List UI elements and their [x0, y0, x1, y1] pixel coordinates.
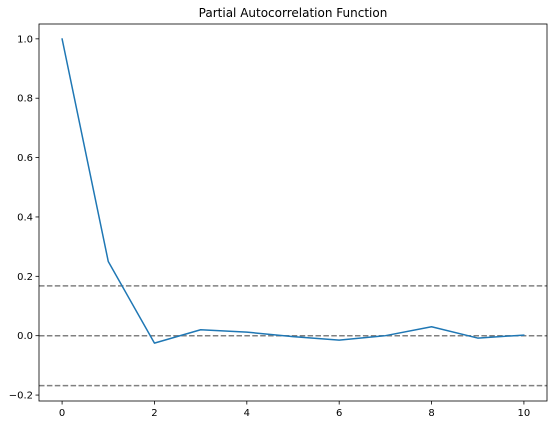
- x-tick-label: 4: [244, 408, 250, 419]
- chart-title: Partial Autocorrelation Function: [199, 6, 388, 20]
- y-tick-label: −0.2: [9, 391, 33, 402]
- y-tick-label: 0.6: [17, 153, 33, 164]
- y-tick-label: 0.2: [17, 272, 33, 283]
- x-tick-label: 0: [59, 408, 65, 419]
- x-tick-label: 6: [336, 408, 342, 419]
- x-tick-label: 10: [518, 408, 531, 419]
- y-tick-label: 1.0: [17, 34, 33, 45]
- y-tick-label: 0.4: [17, 212, 33, 223]
- x-tick-label: 8: [428, 408, 434, 419]
- y-tick-label: 0.8: [17, 94, 33, 105]
- plot-frame: [38, 23, 548, 402]
- series-line-0: [61, 38, 525, 344]
- y-tick-label: 0.0: [17, 331, 33, 342]
- x-tick-label: 2: [151, 408, 157, 419]
